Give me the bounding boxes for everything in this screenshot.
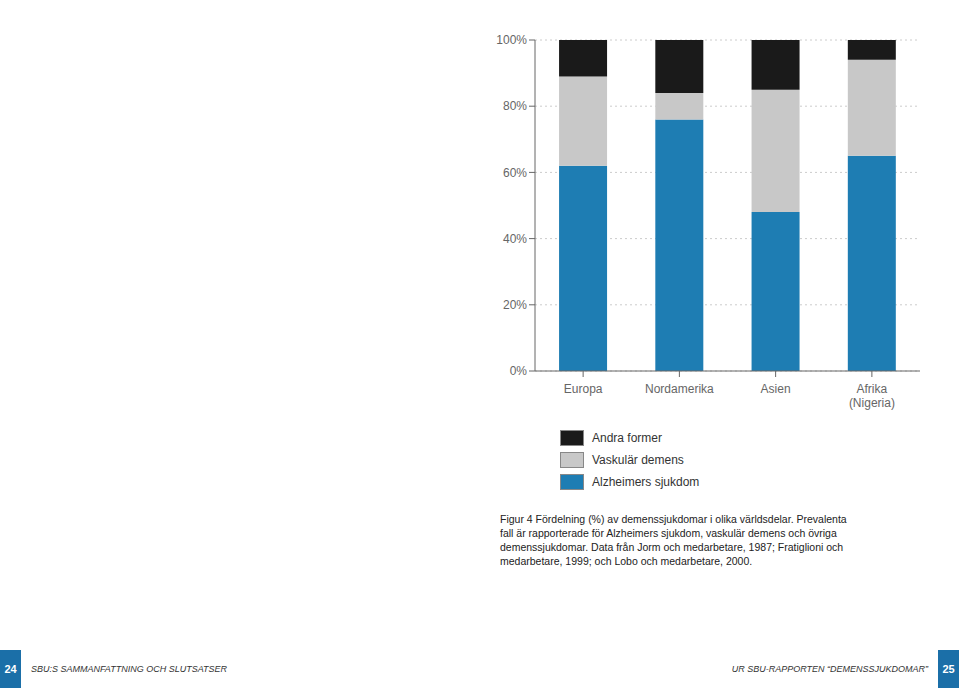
html-text:UR SBU-RAPPORTEN “DEMENSSJUKDO: UR SBU-RAPPORTEN “DEMENSSJUKDOMAR” [731,664,928,674]
svg-text:40%: 40% [503,232,527,246]
svg-text:80%: 80% [503,99,527,113]
html-text:Vaskulär demens: Vaskulär demens [592,453,684,467]
svg-text:20%: 20% [503,298,527,312]
html-text:Alzheimers sjukdom: Alzheimers sjukdom [592,475,700,489]
html-text:SBU:S SAMMANFATTNING OCH SLUTS: SBU:S SAMMANFATTNING OCH SLUTSATSER [31,664,227,674]
html-text:25: 25 [942,663,955,675]
svg-text:Nordamerika: Nordamerika [645,382,714,396]
svg-text:Europa: Europa [564,382,603,396]
html-text:Figur 4 Fördelning (%) av deme: Figur 4 Fördelning (%) av demenssjukdoma… [500,513,847,567]
svg-text:Afrika(Nigeria): Afrika(Nigeria) [849,382,895,410]
html-text:Andra former: Andra former [592,431,662,445]
html-text:24: 24 [4,663,17,675]
svg-text:0%: 0% [510,364,528,378]
svg-text:Asien: Asien [761,382,791,396]
svg-text:100%: 100% [496,33,527,47]
svg-text:60%: 60% [503,166,527,180]
